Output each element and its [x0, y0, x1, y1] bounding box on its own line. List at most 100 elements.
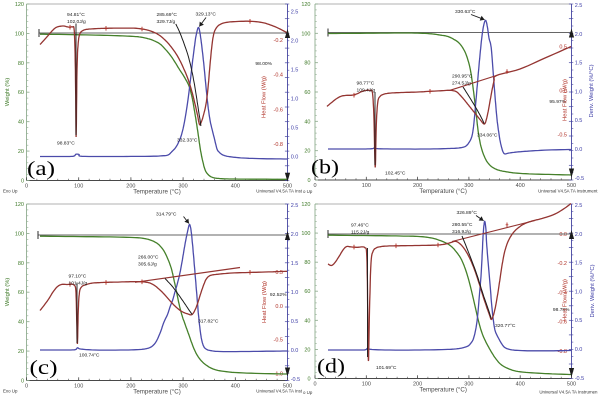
svg-text:300: 300: [464, 183, 473, 189]
svg-text:0: 0: [313, 381, 316, 387]
svg-text:280.55°C: 280.55°C: [452, 222, 473, 228]
svg-text:Heat Flow (W/g): Heat Flow (W/g): [262, 281, 268, 323]
svg-text:334.06°C: 334.06°C: [477, 133, 498, 139]
svg-text:290.95°C: 290.95°C: [452, 74, 473, 80]
svg-text:102.45°C: 102.45°C: [385, 171, 406, 177]
svg-text:20: 20: [304, 347, 310, 353]
svg-text:329.13°C: 329.13°C: [196, 12, 217, 18]
svg-text:-0.5: -0.5: [558, 133, 567, 139]
svg-text:120: 120: [301, 202, 310, 208]
svg-text:100: 100: [74, 383, 83, 389]
svg-text:1.0: 1.0: [575, 289, 583, 295]
svg-text:-0.5: -0.5: [291, 377, 300, 383]
svg-text:120: 120: [15, 202, 24, 208]
svg-text:-0.5: -0.5: [575, 376, 584, 382]
svg-text:102.0J/g: 102.0J/g: [67, 19, 86, 25]
svg-text:95.97%: 95.97%: [549, 99, 566, 105]
svg-text:(d): (d): [317, 355, 345, 377]
svg-text:(c): (c): [30, 357, 58, 379]
svg-text:115.2J/g: 115.2J/g: [351, 230, 370, 236]
svg-text:274.5J/g: 274.5J/g: [452, 81, 471, 87]
svg-text:0.5: 0.5: [291, 319, 299, 325]
svg-text:0.0: 0.0: [291, 155, 299, 161]
svg-text:329.7J/g: 329.7J/g: [157, 19, 176, 25]
svg-text:80: 80: [304, 260, 310, 266]
svg-text:-0.2: -0.2: [274, 38, 283, 44]
svg-text:400: 400: [516, 381, 525, 387]
svg-text:60: 60: [304, 90, 310, 96]
svg-text:0.5: 0.5: [291, 126, 299, 132]
svg-text:40: 40: [18, 120, 24, 126]
svg-text:200: 200: [126, 183, 135, 189]
svg-text:97.46°C: 97.46°C: [351, 223, 369, 229]
svg-text:0: 0: [313, 183, 316, 189]
svg-text:500: 500: [283, 383, 292, 389]
svg-text:1.0: 1.0: [291, 97, 299, 103]
svg-text:0.5: 0.5: [575, 318, 583, 324]
svg-text:0.5: 0.5: [275, 270, 283, 276]
svg-text:o Up: o Up: [303, 189, 313, 194]
svg-text:330.63°C: 330.63°C: [455, 9, 476, 15]
svg-text:100.74°C: 100.74°C: [79, 353, 100, 359]
svg-text:-0.6: -0.6: [274, 107, 283, 113]
svg-text:-0.5: -0.5: [575, 176, 584, 182]
svg-text:0.0: 0.0: [575, 347, 583, 353]
svg-text:100: 100: [301, 31, 310, 37]
svg-text:80: 80: [18, 61, 24, 67]
svg-text:80: 80: [304, 61, 310, 67]
svg-text:-0.4: -0.4: [558, 291, 567, 297]
svg-text:332.33°C: 332.33°C: [177, 138, 198, 144]
svg-text:Universal V4.5A TA Inst: Universal V4.5A TA Inst: [256, 189, 302, 194]
svg-text:100: 100: [15, 231, 24, 237]
svg-text:Heat Flow (W/g): Heat Flow (W/g): [563, 79, 569, 121]
svg-text:1.5: 1.5: [575, 261, 583, 267]
svg-text:2.5: 2.5: [575, 203, 583, 209]
svg-text:-0.4: -0.4: [274, 73, 283, 79]
svg-text:98.77°C: 98.77°C: [357, 81, 375, 87]
svg-text:1.5: 1.5: [575, 61, 583, 67]
svg-text:100: 100: [362, 183, 371, 189]
svg-text:98.78%: 98.78%: [553, 307, 570, 313]
svg-text:20: 20: [18, 149, 24, 155]
svg-text:Exo Up: Exo Up: [3, 189, 18, 194]
svg-text:40: 40: [304, 318, 310, 324]
svg-text:Temperature (°C): Temperature (°C): [133, 389, 181, 396]
svg-text:0.0: 0.0: [575, 147, 583, 153]
svg-text:Weight (%): Weight (%): [5, 78, 11, 107]
svg-text:101.4J/g: 101.4J/g: [69, 281, 88, 287]
svg-text:-0.8: -0.8: [558, 349, 567, 355]
svg-text:320.77°C: 320.77°C: [495, 323, 516, 329]
svg-text:0: 0: [25, 383, 28, 389]
svg-text:100: 100: [15, 31, 24, 37]
svg-text:500: 500: [283, 183, 292, 189]
svg-text:400: 400: [516, 183, 525, 189]
svg-text:200: 200: [413, 381, 422, 387]
svg-text:100: 100: [74, 183, 83, 189]
svg-text:98.00%: 98.00%: [255, 61, 272, 67]
svg-text:Exo Up: Exo Up: [3, 389, 18, 394]
svg-text:2.5: 2.5: [291, 10, 299, 16]
svg-text:0.0: 0.0: [559, 89, 567, 95]
svg-text:40: 40: [18, 320, 24, 326]
svg-text:2.0: 2.0: [575, 232, 583, 238]
svg-text:266.00°C: 266.00°C: [138, 255, 159, 261]
svg-text:300: 300: [464, 381, 473, 387]
svg-text:101.69°C: 101.69°C: [376, 365, 397, 371]
svg-text:300: 300: [179, 383, 188, 389]
svg-text:(a): (a): [27, 158, 55, 180]
svg-text:285.69°C: 285.69°C: [157, 12, 178, 18]
svg-text:Universal V4.5A TA Instrument: Universal V4.5A TA Instrument: [538, 189, 598, 194]
svg-text:305.6J/g: 305.6J/g: [138, 262, 157, 268]
svg-text:Weight (%): Weight (%): [5, 278, 11, 307]
svg-text:0.0: 0.0: [559, 232, 567, 238]
svg-text:98.83°C: 98.83°C: [57, 141, 75, 147]
svg-text:2.5: 2.5: [291, 203, 299, 209]
svg-text:0: 0: [25, 183, 28, 189]
svg-text:0: 0: [307, 178, 310, 184]
svg-text:400: 400: [231, 383, 240, 389]
svg-text:0.0: 0.0: [291, 348, 299, 354]
svg-text:0: 0: [21, 179, 24, 185]
svg-text:0: 0: [307, 377, 310, 383]
svg-text:(b): (b): [311, 157, 339, 179]
svg-text:Universal V4.5A TA Inst: Universal V4.5A TA Inst: [256, 389, 302, 394]
